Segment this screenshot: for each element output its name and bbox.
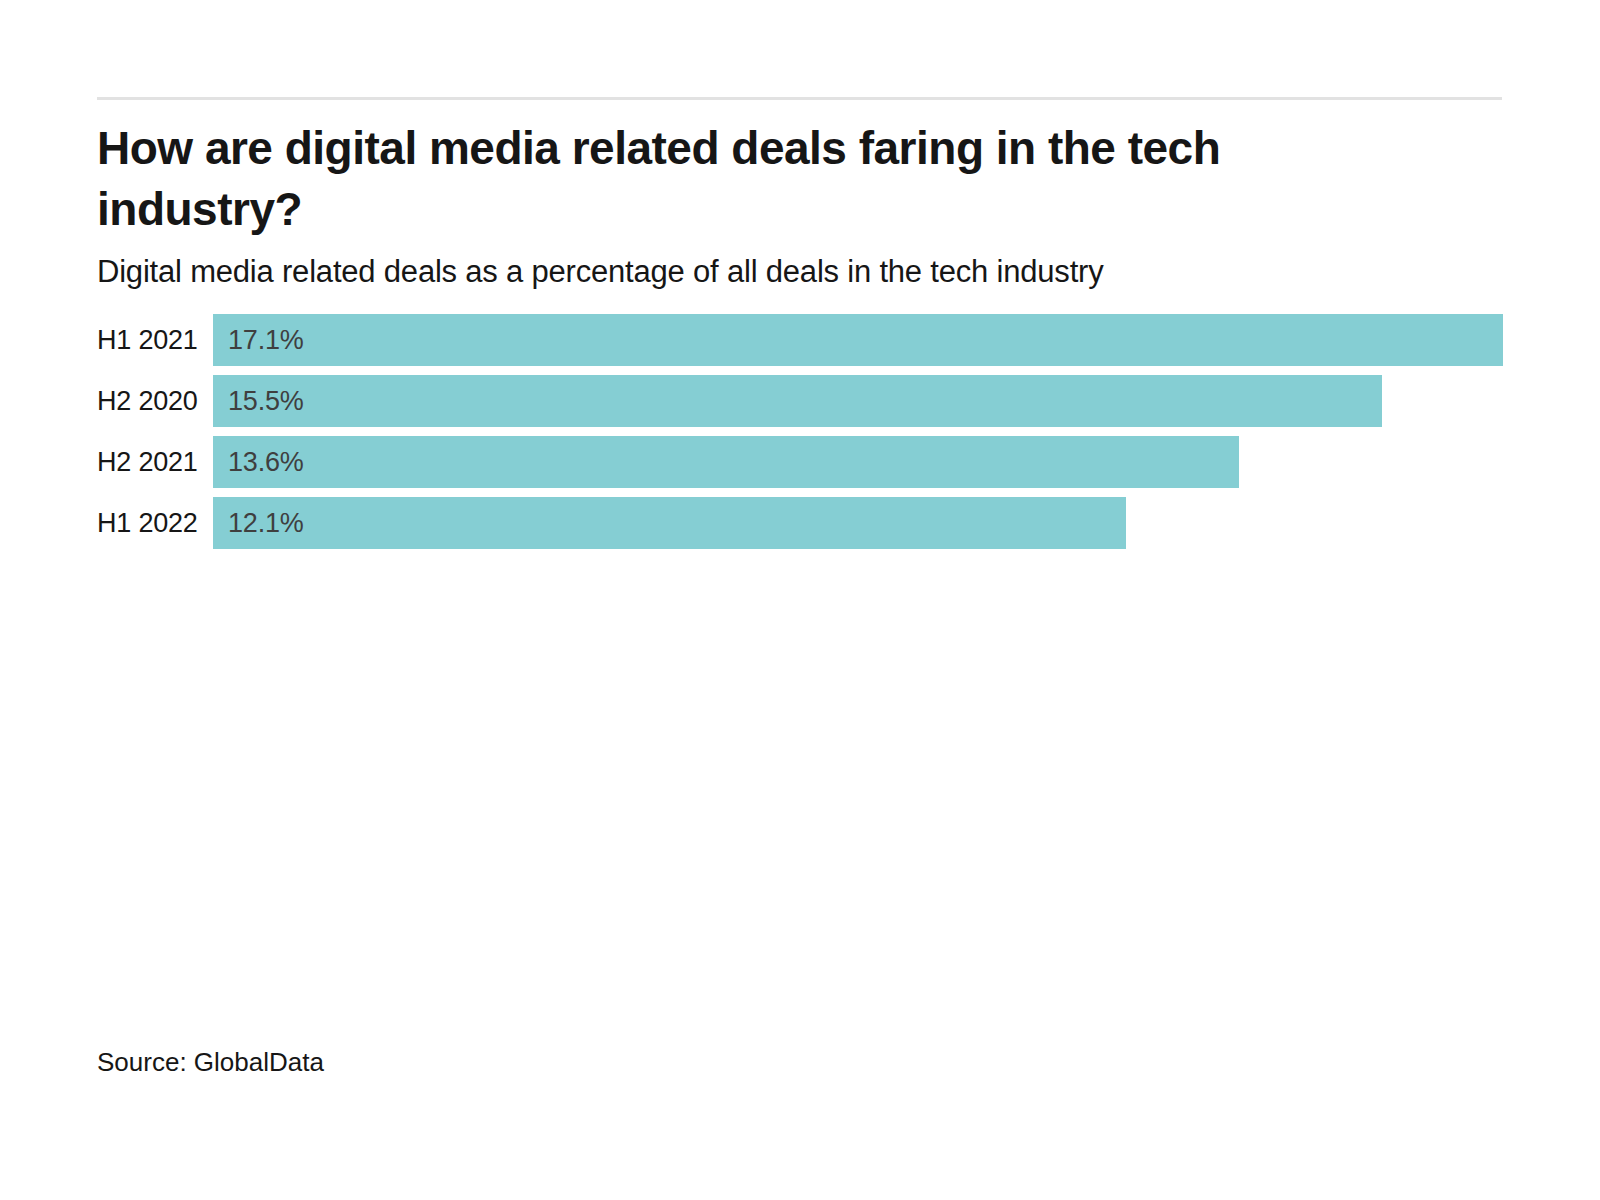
bar: 13.6%: [213, 436, 1239, 488]
bar-row: H2 2020 15.5%: [97, 375, 1503, 427]
bar-category-label: H2 2021: [97, 447, 213, 478]
chart-header: How are digital media related deals fari…: [97, 118, 1503, 290]
bar: 17.1%: [213, 314, 1503, 366]
bar-row: H1 2022 12.1%: [97, 497, 1503, 549]
bar-chart: H1 2021 17.1% H2 2020 15.5% H2 2021 13.6% H1 2…: [97, 314, 1503, 558]
bar-value-label: 13.6%: [228, 447, 304, 478]
bar-row: H2 2021 13.6%: [97, 436, 1503, 488]
top-divider: [97, 97, 1502, 100]
bar-track: 17.1%: [213, 314, 1503, 366]
bar-track: 15.5%: [213, 375, 1503, 427]
page-title: How are digital media related deals fari…: [97, 118, 1437, 240]
bar-value-label: 15.5%: [228, 386, 304, 417]
bar-row: H1 2021 17.1%: [97, 314, 1503, 366]
bar-value-label: 12.1%: [228, 508, 304, 539]
chart-subtitle: Digital media related deals as a percent…: [97, 254, 1503, 290]
bar-value-label: 17.1%: [228, 325, 304, 356]
bar-category-label: H1 2021: [97, 325, 213, 356]
page: How are digital media related deals fari…: [0, 0, 1600, 1200]
bar: 12.1%: [213, 497, 1126, 549]
bar-track: 12.1%: [213, 497, 1503, 549]
source-attribution: Source: GlobalData: [97, 1047, 324, 1078]
bar-category-label: H1 2022: [97, 508, 213, 539]
bar: 15.5%: [213, 375, 1382, 427]
bar-track: 13.6%: [213, 436, 1503, 488]
bar-category-label: H2 2020: [97, 386, 213, 417]
